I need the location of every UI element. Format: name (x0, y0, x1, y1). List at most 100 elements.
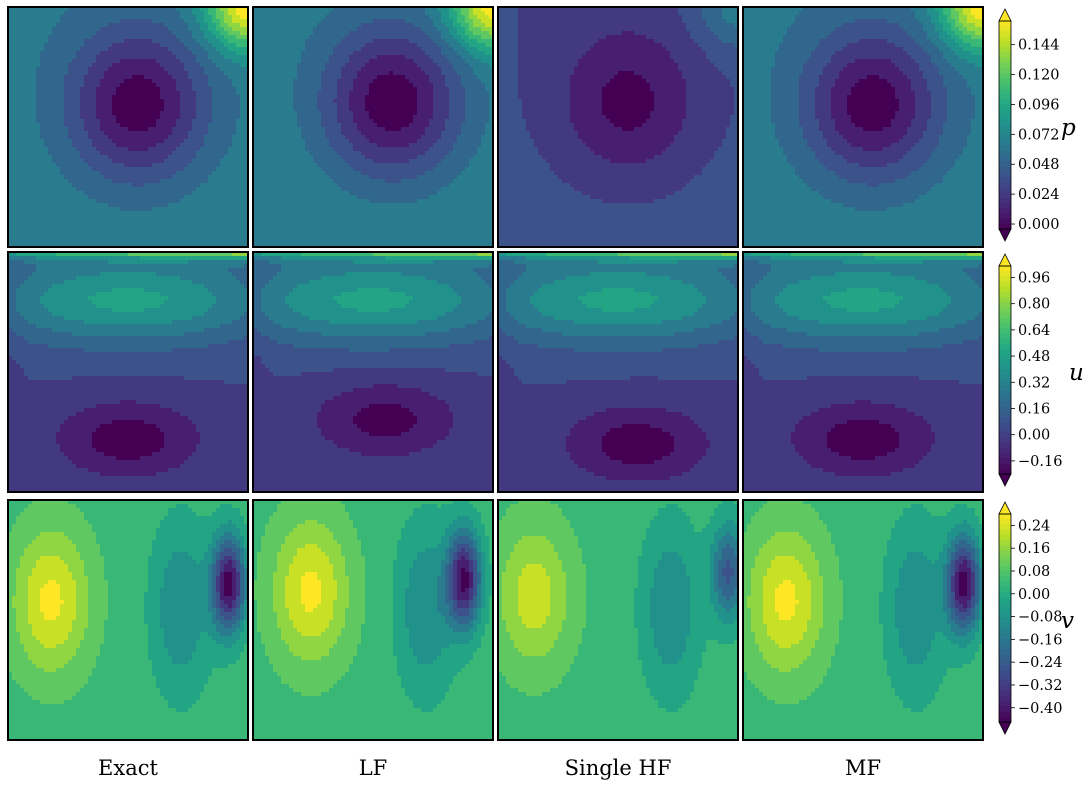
contour-cell (228, 103, 233, 108)
contour-cell (240, 171, 245, 176)
contour-cell (124, 207, 129, 212)
contour-cell (228, 163, 233, 168)
contour-cell (12, 123, 17, 128)
contour-cell (144, 55, 149, 60)
contour-cell (156, 215, 161, 220)
contour-cell (100, 79, 105, 84)
contour-cell (168, 43, 173, 48)
contour-cell (52, 167, 57, 172)
contour-cell (208, 159, 213, 164)
contour-cell (24, 159, 29, 164)
contour-cell (164, 15, 169, 20)
contour-cell (220, 107, 225, 112)
contour-cell (12, 35, 17, 40)
contour-cell (84, 107, 89, 112)
contour-cell (124, 211, 129, 216)
contour-cell (36, 27, 41, 32)
contour-cell (48, 39, 53, 44)
contour-cell (200, 195, 205, 200)
contour-cell (200, 111, 205, 116)
contour-cell (88, 171, 93, 176)
contour-cell (120, 155, 125, 160)
contour-cell (168, 27, 173, 32)
contour-cell (140, 75, 145, 80)
contour-cell (160, 211, 165, 216)
contour-cell (188, 115, 193, 120)
contour-cell (104, 171, 109, 176)
contour-cell (240, 75, 245, 80)
contour-cell (76, 227, 81, 232)
contour-cell (16, 31, 21, 36)
contour-cell (156, 127, 161, 132)
contour-cell (48, 119, 53, 124)
contour-cell (80, 219, 85, 224)
contour-cell (64, 207, 69, 212)
contour-cell (172, 91, 177, 96)
contour-cell (144, 135, 149, 140)
contour-cell (192, 195, 197, 200)
contour-cell (176, 115, 181, 120)
contour-cell (44, 127, 49, 132)
contour-cell (196, 67, 201, 72)
contour-cell (160, 227, 165, 232)
contour-cell (236, 19, 241, 24)
contour-cell (240, 39, 245, 44)
contour-cell (28, 107, 33, 112)
contour-cell (132, 119, 137, 124)
contour-cell (120, 163, 125, 168)
contour-cell (52, 159, 57, 164)
contour-cell (60, 223, 65, 228)
contour-cell (76, 219, 81, 224)
contour-cell (160, 39, 165, 44)
contour-cell (40, 15, 45, 20)
contour-cell (56, 211, 61, 216)
contour-cell (228, 91, 233, 96)
contour-cell (212, 187, 217, 192)
contour-cell (216, 139, 221, 144)
contour-cell (116, 191, 121, 196)
contour-cell (68, 75, 73, 80)
contour-cell (84, 103, 89, 108)
contour-cell (24, 127, 29, 132)
contour-cell (88, 39, 93, 44)
contour-cell (60, 31, 65, 36)
contour-cell (132, 43, 137, 48)
contour-cell (208, 151, 213, 156)
contour-cell (132, 55, 137, 60)
contour-cell (68, 223, 73, 228)
contour-cell (196, 203, 201, 208)
contour-cell (24, 51, 29, 56)
contour-cell (144, 79, 149, 84)
contour-cell (104, 219, 109, 224)
contour-cell (136, 87, 141, 92)
contour-cell (96, 163, 101, 168)
contour-cell (88, 215, 93, 220)
contour-cell (168, 143, 173, 148)
contour-cell (124, 171, 129, 176)
contour-cell (224, 95, 229, 100)
contour-cell (40, 139, 45, 144)
contour-cell (40, 147, 45, 152)
contour-cell (176, 79, 181, 84)
contour-cell (140, 171, 145, 176)
contour-cell (192, 147, 197, 152)
contour-cell (44, 43, 49, 48)
contour-cell (128, 119, 133, 124)
contour-cell (60, 67, 65, 72)
contour-cell (84, 23, 89, 28)
contour-cell (28, 59, 33, 64)
contour-cell (84, 19, 89, 24)
contour-cell (172, 15, 177, 20)
contour-cell (36, 119, 41, 124)
contour-cell (56, 87, 61, 92)
contour-cell (140, 131, 145, 136)
contour-cell (200, 11, 205, 16)
contour-cell (132, 175, 137, 180)
contour-cell (28, 79, 33, 84)
contour-cell (116, 151, 121, 156)
contour-cell (76, 47, 81, 52)
contour-cell (36, 95, 41, 100)
contour-cell (24, 167, 29, 172)
contour-cell (84, 223, 89, 228)
contour-cell (236, 159, 241, 164)
